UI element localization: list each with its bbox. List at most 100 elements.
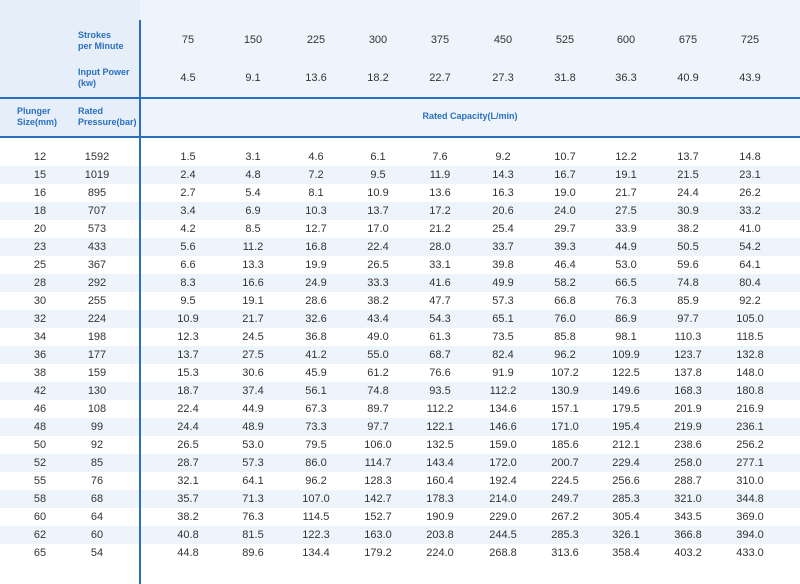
capacity-cell: 24.4: [677, 187, 699, 199]
rated-pressure-cell: 895: [87, 187, 107, 199]
capacity-cell: 132.5: [426, 439, 454, 451]
capacity-cell: 112.2: [489, 385, 517, 397]
capacity-cell: 16.6: [242, 277, 264, 289]
capacity-cell: 21.2: [429, 223, 451, 235]
plunger-size-cell: 15: [33, 169, 47, 181]
rated-pressure-cell: 224: [87, 313, 107, 325]
header-divider-bottom: [0, 136, 800, 138]
capacity-cell: 114.7: [364, 457, 392, 469]
capacity-cell: 38.2: [677, 223, 699, 235]
rated-pressure-cell: 433: [87, 241, 107, 253]
capacity-cell: 305.4: [612, 511, 640, 523]
capacity-cell: 152.7: [364, 511, 392, 523]
capacity-cell: 3.1: [245, 151, 261, 163]
capacity-cell: 168.3: [674, 385, 702, 397]
capacity-cell: 28.0: [429, 241, 451, 253]
rated-pressure-cell: 68: [90, 493, 104, 505]
capacity-cell: 2.7: [180, 187, 196, 199]
capacity-cell: 36.8: [305, 331, 327, 343]
capacity-cell: 30.9: [677, 205, 699, 217]
capacity-cell: 82.4: [492, 349, 514, 361]
row-stripe: [0, 418, 800, 436]
capacity-cell: 86.0: [305, 457, 327, 469]
capacity-cell: 403.2: [674, 547, 702, 559]
capacity-cell: 89.7: [367, 403, 389, 415]
capacity-cell: 41.6: [429, 277, 451, 289]
plunger-size-cell: 42: [33, 385, 47, 397]
capacity-cell: 57.3: [242, 457, 264, 469]
input-power-value: 4.5: [180, 72, 196, 84]
capacity-cell: 256.2: [736, 439, 764, 451]
rated-pressure-cell: 54: [90, 547, 104, 559]
rated-pressure-cell: 707: [87, 205, 107, 217]
rated-pressure-cell: 159: [87, 367, 107, 379]
capacity-cell: 106.0: [364, 439, 392, 451]
capacity-cell: 66.5: [615, 277, 637, 289]
capacity-cell: 76.0: [554, 313, 576, 325]
strokes-value: 600: [616, 34, 636, 46]
capacity-cell: 76.3: [242, 511, 264, 523]
capacity-cell: 17.2: [429, 205, 451, 217]
capacity-cell: 64.1: [242, 475, 264, 487]
capacity-cell: 8.3: [180, 277, 196, 289]
capacity-cell: 258.0: [674, 457, 702, 469]
plunger-size-cell: 36: [33, 349, 47, 361]
capacity-cell: 23.1: [739, 169, 761, 181]
capacity-cell: 76.6: [429, 367, 451, 379]
capacity-cell: 85.8: [554, 331, 576, 343]
strokes-value: 450: [493, 34, 513, 46]
capacity-cell: 22.4: [367, 241, 389, 253]
capacity-cell: 229.4: [612, 457, 640, 469]
header-divider-top: [0, 97, 800, 99]
row-stripe: [0, 382, 800, 400]
capacity-cell: 122.1: [426, 421, 454, 433]
row-stripe: [0, 238, 800, 256]
capacity-cell: 33.9: [615, 223, 637, 235]
capacity-cell: 122.3: [302, 529, 330, 541]
capacity-cell: 80.4: [739, 277, 761, 289]
capacity-cell: 59.6: [677, 259, 699, 271]
capacity-cell: 97.7: [677, 313, 699, 325]
capacity-cell: 171.0: [551, 421, 579, 433]
row-stripe: [0, 166, 800, 184]
capacity-cell: 76.3: [615, 295, 637, 307]
capacity-cell: 105.0: [736, 313, 764, 325]
rated-pressure-cell: 292: [87, 277, 107, 289]
capacity-cell: 6.9: [245, 205, 261, 217]
capacity-cell: 178.3: [426, 493, 454, 505]
capacity-cell: 107.0: [302, 493, 330, 505]
plunger-size-cell: 28: [33, 277, 47, 289]
capacity-cell: 85.9: [677, 295, 699, 307]
plunger-size-cell: 58: [33, 493, 47, 505]
capacity-cell: 64.1: [739, 259, 761, 271]
capacity-cell: 369.0: [736, 511, 764, 523]
capacity-cell: 50.5: [677, 241, 699, 253]
plunger-size-cell: 46: [33, 403, 47, 415]
capacity-cell: 366.8: [674, 529, 702, 541]
plunger-size-cell: 20: [33, 223, 47, 235]
capacity-cell: 394.0: [736, 529, 764, 541]
capacity-cell: 30.6: [242, 367, 264, 379]
row-stripe: [0, 526, 800, 544]
capacity-cell: 313.6: [551, 547, 579, 559]
capacity-cell: 91.9: [492, 367, 514, 379]
capacity-cell: 38.2: [367, 295, 389, 307]
capacity-cell: 44.9: [615, 241, 637, 253]
plunger-size-cell: 23: [33, 241, 47, 253]
strokes-value: 725: [740, 34, 760, 46]
capacity-cell: 46.4: [554, 259, 576, 271]
input-power-value: 9.1: [245, 72, 261, 84]
rated-pressure-cell: 130: [87, 385, 107, 397]
plunger-size-cell: 30: [33, 295, 47, 307]
capacity-cell: 39.8: [492, 259, 514, 271]
capacity-cell: 11.2: [242, 241, 264, 253]
capacity-cell: 19.1: [242, 295, 264, 307]
capacity-cell: 114.5: [302, 511, 330, 523]
row-stripe: [0, 454, 800, 472]
capacity-cell: 19.1: [615, 169, 637, 181]
capacity-cell: 47.7: [429, 295, 451, 307]
capacity-cell: 12.3: [177, 331, 199, 343]
capacity-cell: 285.3: [612, 493, 640, 505]
capacity-cell: 13.7: [367, 205, 389, 217]
strokes-label: Strokes per Minute: [78, 30, 124, 51]
